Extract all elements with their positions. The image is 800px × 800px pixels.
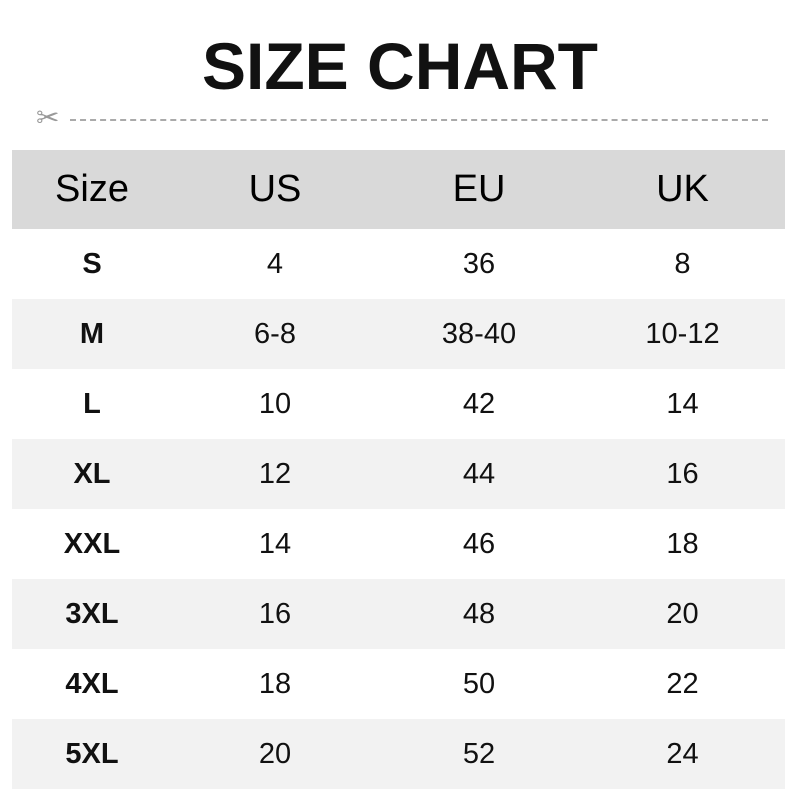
header-us: US: [248, 168, 302, 210]
cell-eu: 44: [462, 457, 496, 490]
cell-uk: 24: [666, 737, 699, 770]
cell-uk: 10-12: [645, 317, 720, 350]
header-size: Size: [55, 168, 129, 210]
cell-size: L: [83, 387, 101, 420]
size-table: Size US EU UK S 4 36 8 M 6-8 38-40 10-12 L 10 42 14…: [12, 150, 785, 789]
cell-size: 3XL: [65, 597, 119, 630]
cut-line: ✂: [36, 104, 768, 132]
cell-us: 6-8: [254, 317, 296, 350]
cell-uk: 22: [666, 667, 699, 700]
cell-size: S: [82, 247, 102, 280]
cell-eu: 46: [462, 527, 496, 560]
header-eu: EU: [452, 168, 506, 210]
cell-eu: 38-40: [441, 317, 517, 350]
cell-size: 4XL: [65, 667, 119, 700]
cell-size: XXL: [63, 527, 121, 560]
cell-size: XL: [73, 457, 111, 490]
page-title: SIZE CHART: [202, 29, 598, 103]
cell-uk: 14: [666, 387, 699, 420]
table-row: 4XL 18 50 22: [12, 649, 785, 719]
cell-size: 5XL: [65, 737, 119, 770]
dashed-divider: [70, 119, 768, 121]
table-row: 5XL 20 52 24: [12, 719, 785, 789]
cell-us: 10: [258, 387, 292, 420]
scissors-icon: ✂: [36, 102, 60, 133]
table-row: L 10 42 14: [12, 369, 785, 439]
header-uk: UK: [656, 168, 709, 210]
cell-us: 18: [258, 667, 292, 700]
cell-uk: 16: [666, 457, 699, 490]
cell-eu: 42: [462, 387, 496, 420]
table-row: S 4 36 8: [12, 229, 785, 299]
cell-eu: 52: [462, 737, 496, 770]
table-row: 3XL 16 48 20: [12, 579, 785, 649]
cell-size: M: [79, 317, 105, 350]
cell-eu: 36: [462, 247, 496, 280]
cell-us: 14: [258, 527, 292, 560]
table-row: M 6-8 38-40 10-12: [12, 299, 785, 369]
cell-eu: 48: [462, 597, 496, 630]
cell-us: 16: [258, 597, 292, 630]
cell-eu: 50: [462, 667, 496, 700]
table-row: XL 12 44 16: [12, 439, 785, 509]
cell-us: 20: [258, 737, 292, 770]
cell-us: 4: [266, 247, 284, 280]
table-row: XXL 14 46 18: [12, 509, 785, 579]
table-header-row: Size US EU UK: [12, 150, 785, 229]
cell-uk: 20: [666, 597, 699, 630]
cell-uk: 8: [674, 247, 691, 280]
cell-us: 12: [258, 457, 292, 490]
cell-uk: 18: [666, 527, 699, 560]
